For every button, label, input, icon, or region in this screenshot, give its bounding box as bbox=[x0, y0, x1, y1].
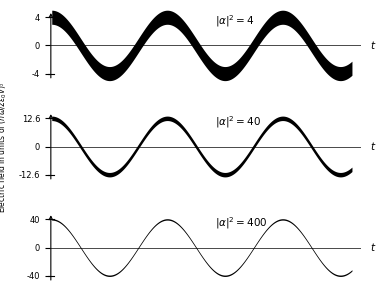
Text: $t$: $t$ bbox=[370, 140, 376, 152]
Text: $t$: $t$ bbox=[370, 241, 376, 253]
Text: $|\alpha|^2=4$: $|\alpha|^2=4$ bbox=[215, 13, 255, 29]
Text: $|\alpha|^2=40$: $|\alpha|^2=40$ bbox=[215, 115, 261, 130]
Text: $|\alpha|^2=400$: $|\alpha|^2=400$ bbox=[215, 216, 267, 231]
Text: Electric field in units of $(\hbar\omega/2\varepsilon_0 V)^{\frac{1}{2}}$: Electric field in units of $(\hbar\omega… bbox=[0, 81, 9, 212]
Text: $t$: $t$ bbox=[370, 39, 376, 51]
